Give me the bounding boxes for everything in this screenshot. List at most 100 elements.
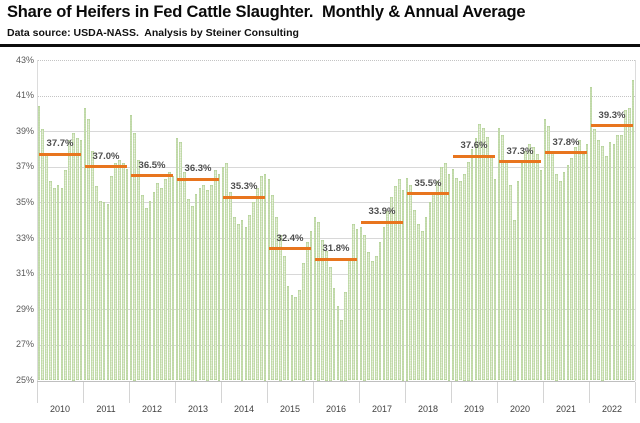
monthly-bar-2010-6 <box>56 184 60 381</box>
annual-average-line-2015 <box>269 247 311 251</box>
year-separator-4 <box>221 381 222 403</box>
monthly-bar-2018-12 <box>447 174 451 381</box>
monthly-bar-2011-6 <box>102 202 106 381</box>
monthly-bar-2013-5 <box>190 206 194 381</box>
chart-subtitle: Data source: USDA-NASS. Analysis by Stei… <box>7 27 299 39</box>
annual-average-label-2022: 39.3% <box>598 109 626 121</box>
monthly-bar-2011-8 <box>110 175 114 381</box>
monthly-bar-2021-7 <box>566 165 570 381</box>
monthly-bar-2012-6 <box>148 200 152 381</box>
annual-average-line-2016 <box>315 257 357 261</box>
monthly-bar-2016-9 <box>344 291 347 381</box>
monthly-bar-2010-1 <box>37 106 41 381</box>
y-axis-tick-43: 43% <box>15 54 34 65</box>
annual-average-label-2012: 36.5% <box>138 159 166 171</box>
monthly-bar-2015-4 <box>279 234 282 381</box>
monthly-bar-2018-5 <box>420 230 424 381</box>
monthly-bar-2014-5 <box>236 223 240 381</box>
annual-average-label-2013: 36.3% <box>184 163 212 175</box>
monthly-bar-2022-8 <box>616 134 620 381</box>
monthly-bar-2013-2 <box>179 141 183 381</box>
monthly-bar-2014-9 <box>252 202 255 381</box>
annual-average-label-2015: 32.4% <box>276 232 304 244</box>
monthly-bar-2018-4 <box>417 223 420 381</box>
monthly-bar-2012-12 <box>171 175 175 381</box>
x-axis-year-2010: 2010 <box>49 404 71 414</box>
y-axis-tick-35: 35% <box>15 196 34 207</box>
y-axis-tick-27: 27% <box>15 339 34 350</box>
x-axis-year-2016: 2016 <box>325 404 347 414</box>
monthly-bar-2019-3 <box>459 181 462 381</box>
monthly-bar-2011-4 <box>95 186 98 381</box>
annual-average-line-2021 <box>545 151 587 155</box>
monthly-bar-2020-10 <box>532 147 535 381</box>
monthly-bar-2013-7 <box>198 188 202 381</box>
monthly-bar-2013-1 <box>175 138 179 381</box>
annual-average-label-2011: 37.0% <box>92 150 120 162</box>
monthly-bar-2018-8 <box>432 191 436 381</box>
monthly-bar-2020-4 <box>509 184 512 381</box>
x-axis-year-2020: 2020 <box>509 404 531 414</box>
monthly-bar-2018-7 <box>428 202 432 381</box>
monthly-bar-2020-5 <box>512 220 516 381</box>
monthly-bar-2012-10 <box>164 179 167 381</box>
monthly-bar-2015-11 <box>305 241 309 381</box>
monthly-bar-2020-7 <box>520 163 524 381</box>
monthly-bar-2015-12 <box>309 230 313 381</box>
monthly-bar-2010-2 <box>41 129 45 381</box>
monthly-bar-2019-11 <box>489 156 493 381</box>
monthly-bar-2014-2 <box>225 163 229 381</box>
monthly-bar-2021-11 <box>581 154 585 381</box>
monthly-bar-2015-2 <box>271 195 275 381</box>
plot-right-border <box>635 60 636 381</box>
monthly-bar-2021-5 <box>558 181 562 381</box>
x-axis-year-2013: 2013 <box>187 404 209 414</box>
monthly-bar-2018-9 <box>436 181 439 381</box>
plot-left-border <box>37 60 38 381</box>
monthly-bar-2010-8 <box>64 170 68 381</box>
monthly-bar-2017-9 <box>390 197 393 381</box>
monthly-bar-2012-3 <box>137 159 140 381</box>
monthly-bar-2022-4 <box>601 145 604 381</box>
year-separator-6 <box>313 381 314 403</box>
monthly-bar-2021-2 <box>547 125 551 381</box>
monthly-bar-2014-10 <box>256 188 259 381</box>
monthly-bar-2022-10 <box>624 109 627 381</box>
monthly-bar-2019-8 <box>478 124 482 381</box>
year-separator-11 <box>543 381 544 403</box>
y-axis-tick-39: 39% <box>15 125 34 136</box>
monthly-bar-2020-11 <box>535 154 539 381</box>
monthly-bar-2019-4 <box>463 174 466 381</box>
year-separator-5 <box>267 381 268 403</box>
monthly-bar-2014-8 <box>248 214 252 381</box>
monthly-bar-2014-1 <box>221 166 225 381</box>
monthly-bar-2019-10 <box>486 136 489 381</box>
annual-average-line-2019 <box>453 154 495 158</box>
monthly-bar-2010-12 <box>79 140 83 381</box>
monthly-bar-2011-12 <box>125 168 129 381</box>
monthly-bar-2011-11 <box>121 163 125 381</box>
monthly-bar-2019-6 <box>470 149 474 381</box>
monthly-bar-2020-1 <box>497 127 501 381</box>
monthly-bar-2014-12 <box>263 174 267 381</box>
monthly-bar-2010-9 <box>68 140 71 381</box>
monthly-bar-2021-12 <box>585 143 589 381</box>
x-axis-year-2011: 2011 <box>96 404 116 414</box>
annual-average-label-2014: 35.3% <box>230 181 258 193</box>
x-axis-year-2012: 2012 <box>141 404 163 414</box>
monthly-bar-2010-5 <box>52 188 56 381</box>
monthly-bar-2015-6 <box>286 286 290 381</box>
gridline-39 <box>37 131 635 133</box>
monthly-bar-2022-12 <box>631 79 635 381</box>
monthly-bar-2021-6 <box>562 172 566 381</box>
monthly-bar-2021-10 <box>578 140 581 381</box>
monthly-bar-2014-3 <box>229 191 232 381</box>
monthly-bar-2017-5 <box>374 255 378 381</box>
monthly-bar-2022-3 <box>597 140 600 381</box>
monthly-bar-2010-3 <box>45 152 48 381</box>
year-separator-0 <box>37 381 38 403</box>
monthly-bar-2017-11 <box>397 179 401 381</box>
gridline-27 <box>37 344 635 346</box>
monthly-bar-2022-7 <box>612 143 616 381</box>
annual-average-line-2013 <box>177 177 219 181</box>
